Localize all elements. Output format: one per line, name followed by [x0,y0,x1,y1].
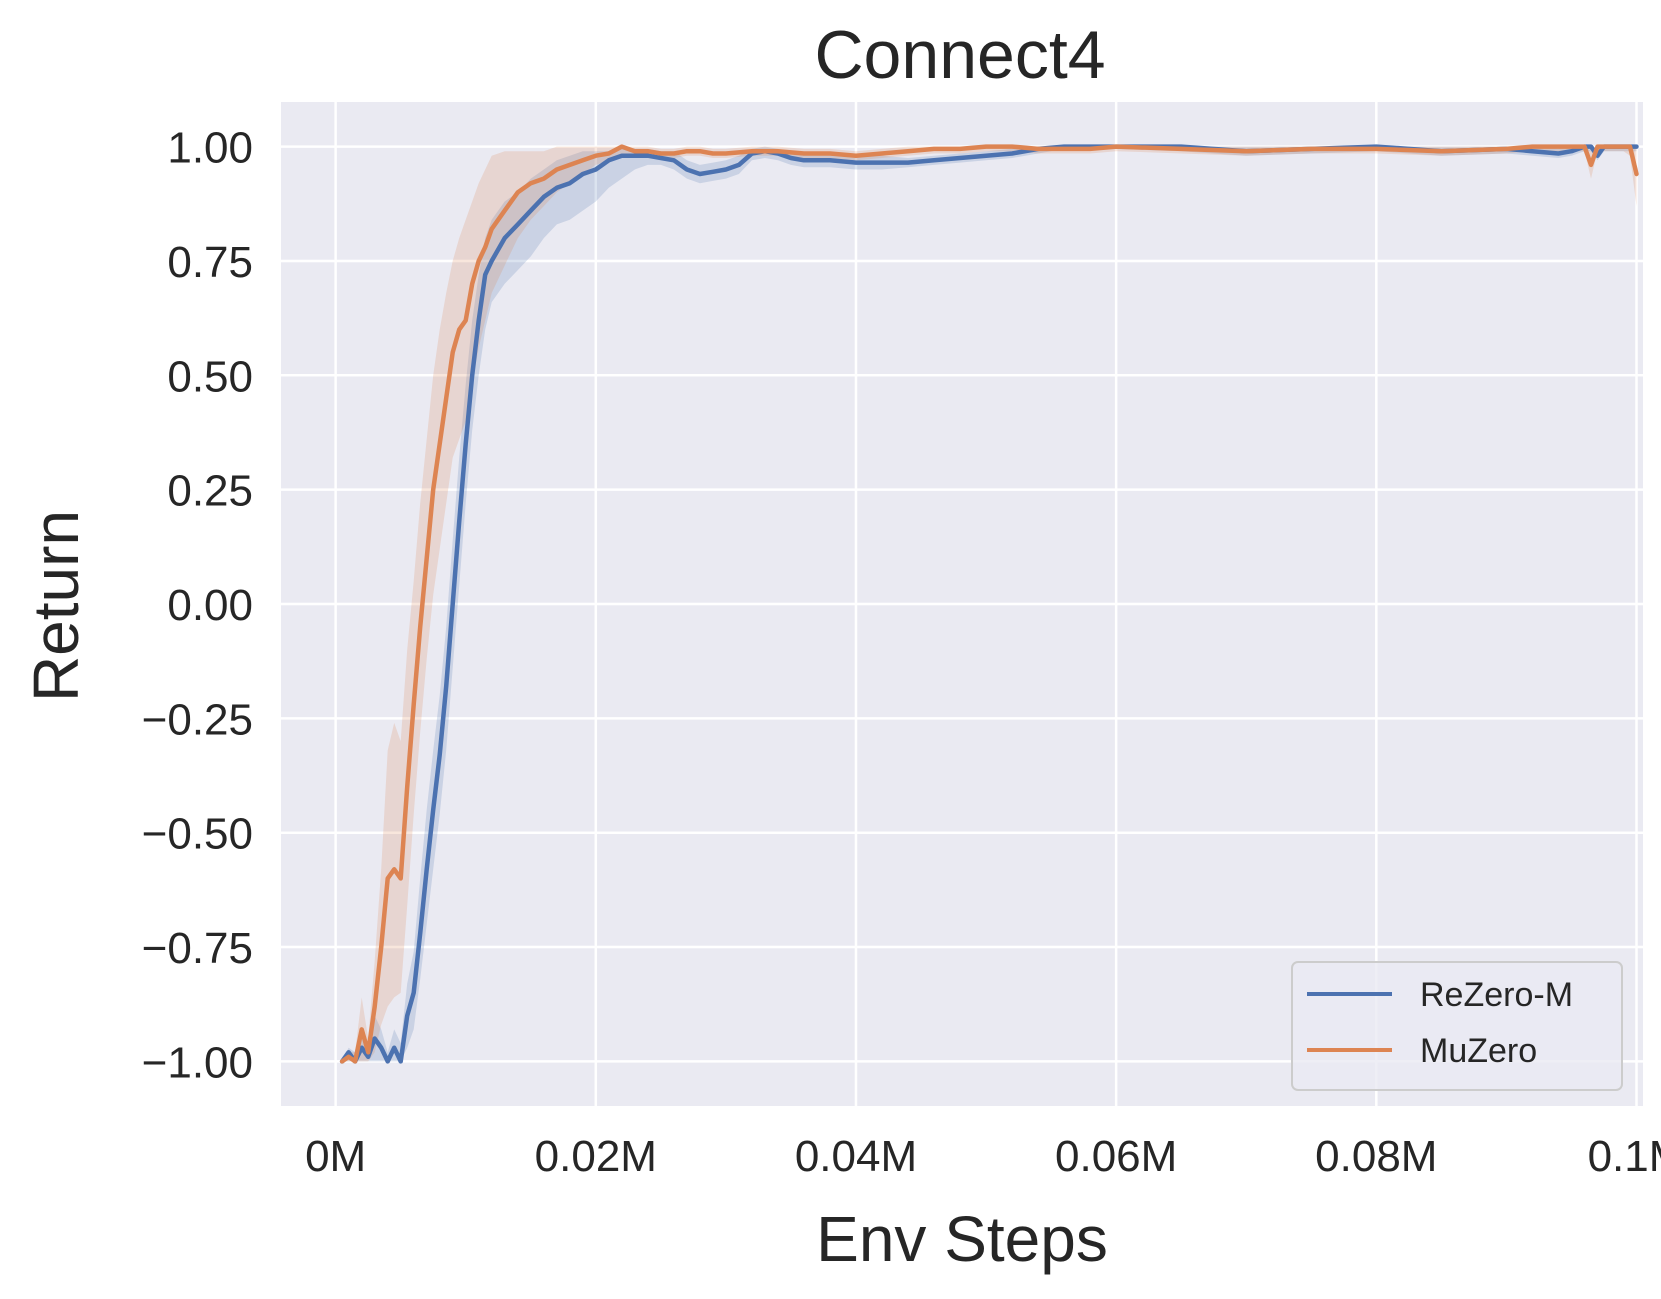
chart-title: Connect4 [814,17,1105,93]
y-tick-label: −1.00 [142,1038,253,1087]
legend-label-rezero-m: ReZero-M [1420,976,1573,1014]
y-tick-label: 0.25 [167,467,253,516]
series-line-muzero [339,144,1639,1064]
y-tick-label: −0.50 [142,810,253,859]
x-tick-label: 0M [305,1132,366,1181]
legend: ReZero-M MuZero [1291,961,1623,1091]
x-tick-label: 0.08M [1315,1132,1437,1181]
x-tick-label: 0.06M [1055,1132,1177,1181]
y-tick-label: 1.00 [167,124,253,173]
y-tick-label: 0.50 [167,352,253,401]
x-tick-label: 0.04M [795,1132,917,1181]
x-axis-ticks: 0M 0.02M 0.04M 0.06M 0.08M 0.1M [305,1132,1661,1181]
y-tick-label: −0.75 [142,924,253,973]
confidence-bands [342,146,1637,1062]
x-tick-label: 0.02M [535,1132,657,1181]
y-tick-label: −0.25 [142,695,253,744]
series-lines [339,144,1639,1064]
legend-label-muzero: MuZero [1420,1032,1537,1070]
x-tick-label: 0.1M [1588,1132,1661,1181]
x-axis-label: Env Steps [816,1203,1108,1275]
y-tick-label: 0.00 [167,581,253,630]
y-axis-ticks: 1.00 0.75 0.50 0.25 0.00 −0.25 −0.50 −0.75 −1.00 [142,124,253,1088]
confidence-band-muzero [342,146,1637,1062]
grid-lines [281,102,1643,1106]
y-tick-label: 0.75 [167,238,253,287]
y-axis-label: Return [20,510,92,702]
